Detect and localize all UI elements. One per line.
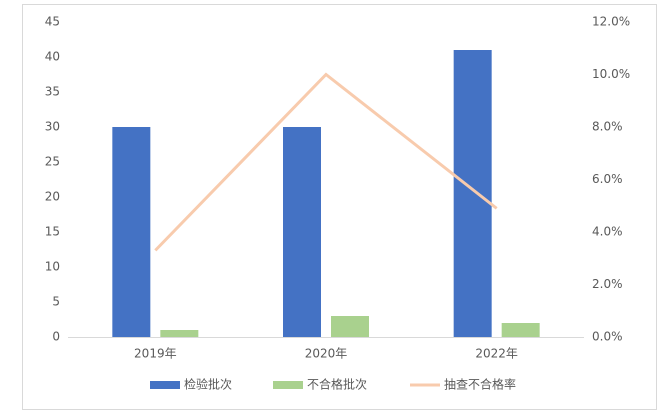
y-tick-label: 45 [45, 15, 60, 29]
bar [453, 50, 492, 337]
y-tick-label: 15 [45, 225, 60, 239]
y-tick-label: 30 [45, 120, 60, 134]
y2-tick-label: 12.0% [592, 15, 630, 29]
y-tick-label: 20 [45, 190, 60, 204]
bar [501, 323, 540, 337]
y2-tick-label: 4.0% [592, 225, 623, 239]
y-tick-label: 10 [45, 260, 60, 274]
y-tick-label: 25 [45, 155, 60, 169]
bar [160, 330, 199, 337]
legend-label: 不合格批次 [307, 377, 367, 392]
y-tick-label: 5 [52, 295, 60, 309]
bar [112, 127, 151, 337]
x-tick-label: 2020年 [305, 347, 348, 361]
legend-label: 抽查不合格率 [444, 377, 516, 392]
legend-swatch [273, 381, 303, 389]
y2-tick-label: 10.0% [592, 67, 630, 81]
legend-swatch [150, 381, 180, 389]
bar [283, 127, 321, 337]
legend-label: 检验批次 [184, 377, 232, 392]
line [154, 72, 498, 252]
y2-tick-label: 8.0% [592, 120, 623, 134]
y2-tick-label: 6.0% [592, 172, 623, 186]
x-tick-label: 2019年 [134, 347, 177, 361]
bar [331, 316, 369, 337]
y-tick-label: 35 [45, 85, 60, 99]
y-tick-label: 0 [52, 330, 60, 344]
x-tick-label: 2022年 [475, 347, 518, 361]
y2-tick-label: 2.0% [592, 277, 623, 291]
y-tick-label: 40 [45, 50, 60, 64]
y2-tick-label: 0.0% [592, 330, 623, 344]
